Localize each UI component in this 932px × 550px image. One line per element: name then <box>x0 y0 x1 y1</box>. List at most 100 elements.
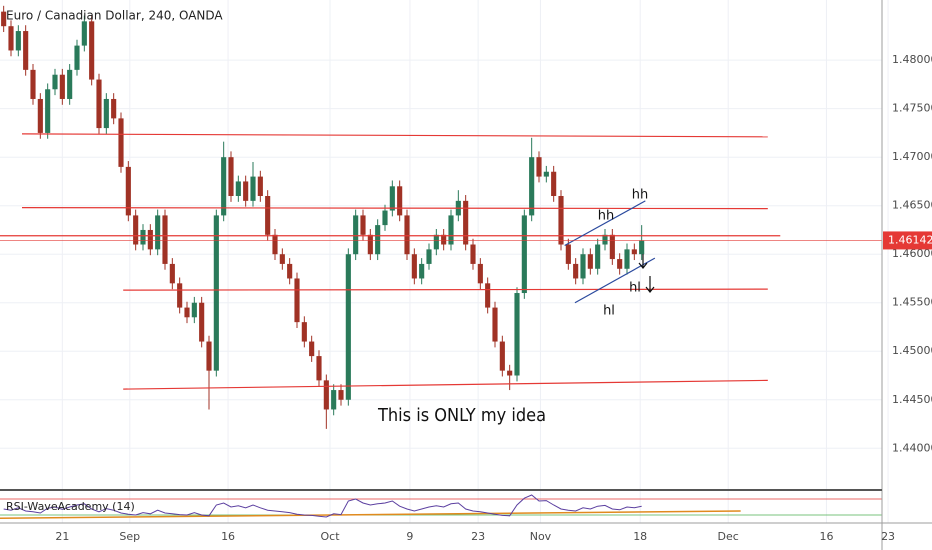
candle-body <box>125 166 131 216</box>
candle-body <box>521 215 527 294</box>
candle-body <box>631 249 637 255</box>
candle-body <box>441 234 447 245</box>
candle-body <box>338 390 344 400</box>
x-tick-label: 16 <box>221 530 235 543</box>
candle-body <box>213 215 219 371</box>
annotation: This is ONLY my idea <box>377 405 546 426</box>
candle-body <box>243 181 249 201</box>
x-tick-label: Oct <box>320 530 340 543</box>
x-tick-label: 9 <box>406 530 413 543</box>
candle-body <box>301 322 307 342</box>
candle-body <box>316 356 322 381</box>
x-tick-label: 23 <box>881 530 895 543</box>
annotation: hh <box>632 188 648 203</box>
rsi-trend-line <box>0 510 741 519</box>
candle-body <box>624 249 630 269</box>
annotation: hl <box>629 281 641 296</box>
candle-body <box>382 210 388 226</box>
candle-body <box>565 244 571 264</box>
candle-body <box>397 186 403 216</box>
candle-body <box>433 234 439 250</box>
candle-body <box>257 176 263 196</box>
candle-body <box>250 176 256 201</box>
candle-body <box>419 263 425 279</box>
candle-body <box>558 196 564 245</box>
candle-body <box>499 341 505 371</box>
annotation: hh <box>598 209 614 224</box>
candle-body <box>199 302 205 342</box>
candle-body <box>74 45 80 70</box>
candle-body <box>81 21 87 46</box>
candle-body <box>529 157 535 216</box>
candle-body <box>23 31 29 70</box>
candle-body <box>543 171 549 177</box>
down-arrow <box>645 276 655 293</box>
trend-line <box>123 288 768 291</box>
candle-body <box>595 244 601 269</box>
candle-body <box>294 278 300 323</box>
y-tick-label: 1.46000 <box>892 247 932 260</box>
y-tick-label: 1.47000 <box>892 150 932 163</box>
trend-line <box>564 200 646 247</box>
x-tick-label: Sep <box>119 530 140 543</box>
candle-body <box>477 263 483 284</box>
candle-body <box>492 307 498 342</box>
candle-body <box>191 302 197 318</box>
trend-line <box>123 379 768 390</box>
candle-body <box>279 254 285 264</box>
candle-body <box>155 215 161 250</box>
candle-body <box>389 186 395 211</box>
trend-line <box>21 207 768 210</box>
candle-body <box>96 79 102 129</box>
down-arrow <box>638 254 648 269</box>
candle-body <box>536 157 542 177</box>
candle-body <box>514 293 520 376</box>
arrows <box>638 254 655 293</box>
candle-body <box>470 244 476 264</box>
candle-body <box>323 380 329 410</box>
x-tick-label: 21 <box>55 530 69 543</box>
candle-body <box>177 283 183 308</box>
candle-body <box>411 254 417 279</box>
candle-body <box>426 249 432 264</box>
candle-body <box>404 215 410 255</box>
chart-title: Euro / Canadian Dollar, 240, OANDA <box>6 9 223 23</box>
candle-body <box>133 215 139 245</box>
candle-body <box>485 283 491 308</box>
last-price-box <box>883 231 932 250</box>
candle-body <box>228 157 234 196</box>
y-tick-label: 1.46500 <box>892 199 932 212</box>
candle-body <box>265 196 271 235</box>
candle-body <box>15 31 21 51</box>
x-tick-label: Nov <box>530 530 552 543</box>
indicator-title: RSI-WaveAcademy (14) <box>6 500 135 513</box>
candle-body <box>272 234 278 255</box>
last-price-label: 1.46142 <box>888 233 932 246</box>
candle-body <box>45 89 51 133</box>
y-tick-label: 1.45500 <box>892 296 932 309</box>
candle-body <box>67 69 73 99</box>
candle-body <box>602 234 608 245</box>
candle-body <box>345 254 351 400</box>
candle-body <box>448 215 454 245</box>
candle-body <box>59 74 65 99</box>
candle-body <box>573 263 579 279</box>
trend-line <box>21 133 768 138</box>
x-tick-label: 23 <box>471 530 485 543</box>
candle-body <box>1 11 7 27</box>
candle-body <box>507 370 513 376</box>
price-pane <box>0 5 882 429</box>
y-tick-label: 1.47500 <box>892 102 932 115</box>
candle-body <box>587 254 593 269</box>
y-tick-label: 1.45000 <box>892 344 932 357</box>
candle-body <box>639 240 645 255</box>
candle-body <box>162 215 168 264</box>
candle-body <box>463 200 469 245</box>
x-tick-label: 18 <box>633 530 647 543</box>
candle-body <box>140 229 146 245</box>
rsi-pane <box>0 494 882 519</box>
candle-body <box>103 98 109 129</box>
